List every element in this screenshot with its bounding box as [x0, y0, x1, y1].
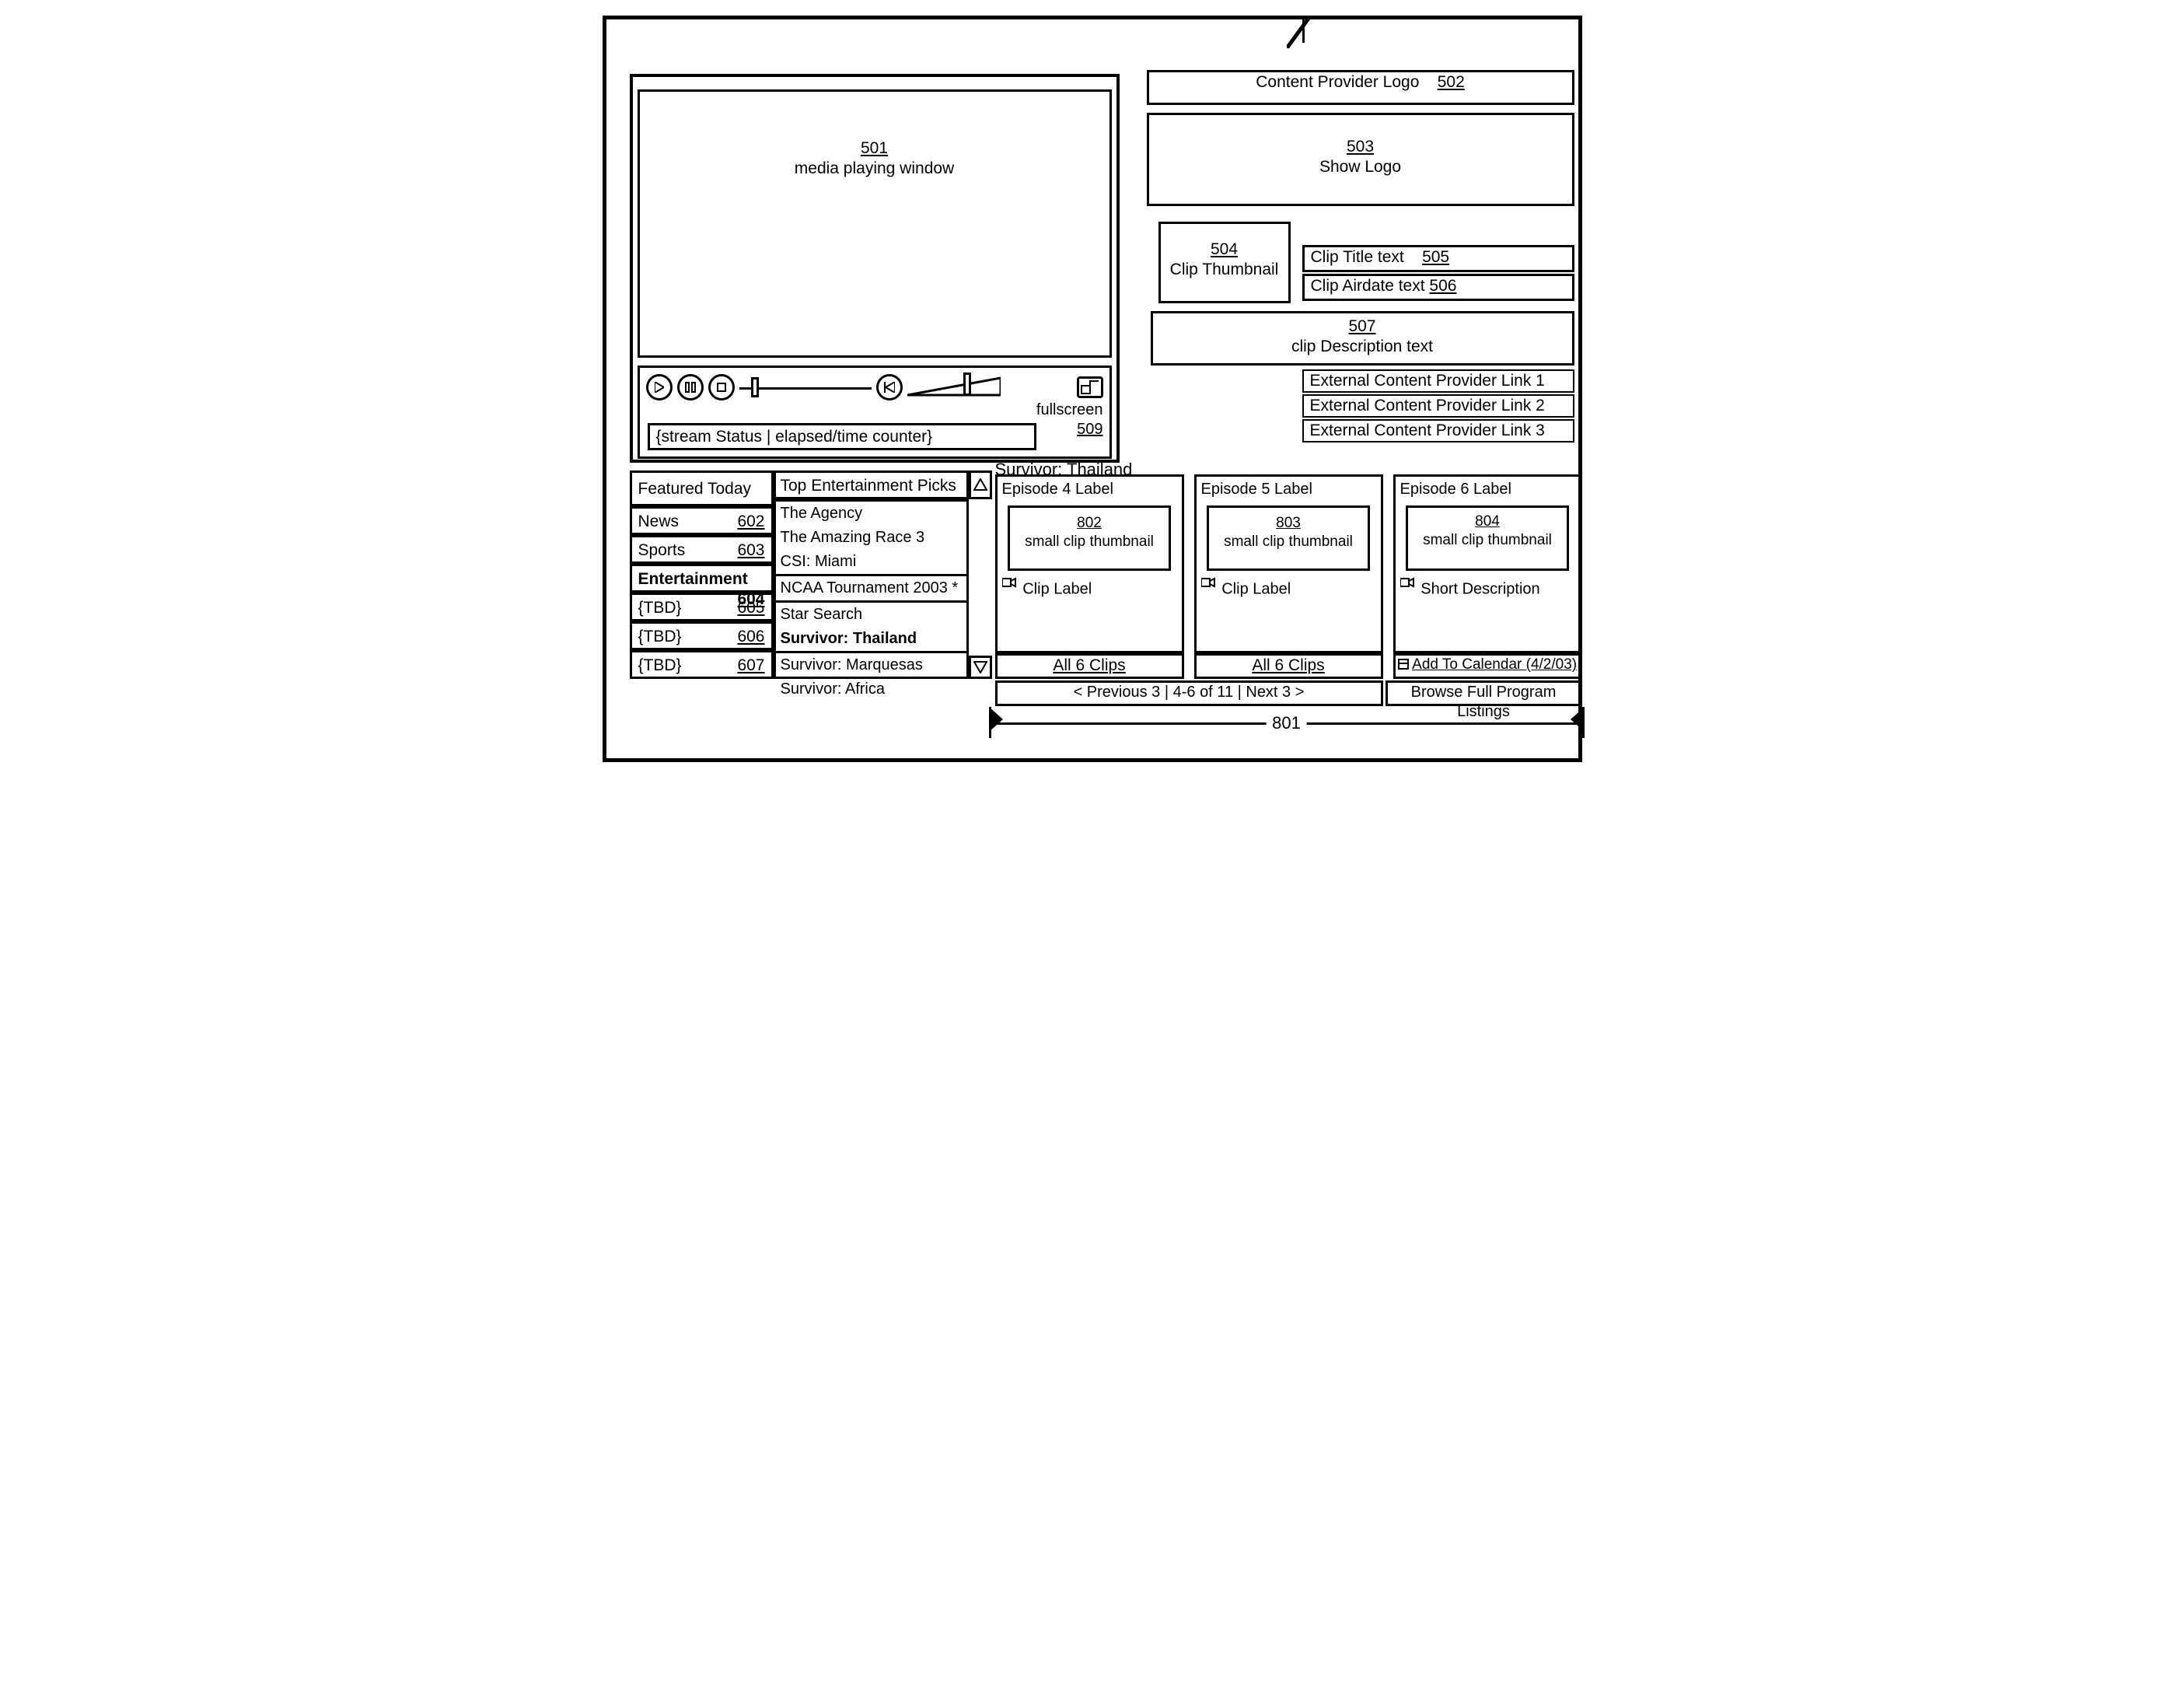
episode-card-4: Episode 4 Label 802 small clip thumbnail…: [995, 474, 1184, 653]
external-link-3[interactable]: External Content Provider Link 3: [1302, 419, 1574, 442]
volume-handle[interactable]: [963, 373, 971, 396]
camera-icon: [1002, 576, 1020, 591]
category-tbd-3[interactable]: {TBD} 607: [630, 650, 774, 679]
category-news[interactable]: News 602: [630, 506, 774, 535]
picks-header: Top Entertainment Picks: [774, 470, 969, 499]
add-to-calendar-link[interactable]: Add To Calendar (4/2/03): [1393, 653, 1582, 679]
picks-item[interactable]: Survivor: Africa: [776, 677, 966, 701]
short-description[interactable]: Short Description: [1400, 575, 1575, 600]
clip-label[interactable]: Clip Label: [1002, 575, 1177, 600]
episode-thumb: 804 small clip thumbnail: [1406, 505, 1569, 571]
stream-status: {stream Status | elapsed/time counter}: [648, 423, 1036, 450]
fullscreen-label: fullscreen 509: [1036, 401, 1103, 439]
episode-title: Episode 6 Label: [1400, 480, 1575, 499]
control-row: [640, 368, 1109, 401]
picks-item[interactable]: CSI: Miami: [776, 550, 966, 574]
play-icon[interactable]: [646, 374, 673, 401]
pager[interactable]: < Previous 3 | 4-6 of 11 | Next 3 >: [995, 680, 1383, 706]
episode-title: Episode 4 Label: [1002, 480, 1177, 499]
media-ref: 501: [861, 139, 888, 157]
seek-bar[interactable]: [739, 376, 872, 399]
camera-icon: [1201, 576, 1219, 591]
camera-icon: [1400, 576, 1418, 591]
external-link-2[interactable]: External Content Provider Link 2: [1302, 394, 1574, 418]
episode-card-6: Episode 6 Label 804 small clip thumbnail…: [1393, 474, 1582, 653]
category-sports[interactable]: Sports 603: [630, 535, 774, 564]
calendar-icon: [1398, 656, 1412, 673]
all-clips-link[interactable]: All 6 Clips: [1194, 653, 1383, 679]
show-logo: 503 Show Logo: [1147, 113, 1574, 206]
category-tbd-1[interactable]: {TBD} 605: [630, 593, 774, 621]
media-label: media playing window: [795, 159, 954, 177]
external-link-1[interactable]: External Content Provider Link 1: [1302, 369, 1574, 393]
caliper-label: 801: [1266, 713, 1307, 733]
clip-airdate: Clip Airdate text 506: [1302, 274, 1574, 301]
fullscreen-icon[interactable]: [1077, 376, 1103, 398]
clip-description: 507 clip Description text: [1151, 311, 1574, 366]
episode-thumb: 803 small clip thumbnail: [1207, 505, 1370, 571]
picks-item[interactable]: NCAA Tournament 2003 *: [776, 574, 966, 603]
scroll-up-icon[interactable]: [969, 470, 992, 499]
clip-title: Clip Title text 505: [1302, 245, 1574, 272]
category-header: Featured Today: [630, 470, 774, 506]
browse-full-listings[interactable]: Browse Full Program Listings: [1386, 680, 1582, 706]
scroll-down-icon[interactable]: [969, 656, 992, 679]
tab-slant: [1287, 16, 1310, 48]
category-entertainment[interactable]: Entertainment 604: [630, 564, 774, 593]
caliper-801: 801: [991, 704, 1582, 743]
tab-notch: [1302, 19, 1586, 43]
episode-thumb: 802 small clip thumbnail: [1008, 505, 1171, 571]
picks-item[interactable]: Star Search: [776, 603, 966, 627]
pause-icon[interactable]: [677, 374, 704, 401]
category-tbd-2[interactable]: {TBD} 606: [630, 621, 774, 650]
figure-frame: 501 media playing window: [603, 16, 1582, 762]
media-controls: {stream Status | elapsed/time counter} f…: [638, 366, 1112, 459]
picks-item[interactable]: Survivor: Marquesas: [776, 653, 966, 677]
picks-item[interactable]: The Amazing Race 3: [776, 526, 966, 550]
stop-icon[interactable]: [708, 374, 735, 401]
picks-item-selected[interactable]: Survivor: Thailand: [776, 627, 966, 653]
picks-list: The Agency The Amazing Race 3 CSI: Miami…: [774, 499, 969, 679]
episode-card-5: Episode 5 Label 803 small clip thumbnail…: [1194, 474, 1383, 653]
seek-handle[interactable]: [751, 377, 759, 397]
episode-title: Episode 5 Label: [1201, 480, 1376, 499]
media-video-area: 501 media playing window: [638, 89, 1112, 358]
all-clips-link[interactable]: All 6 Clips: [995, 653, 1184, 679]
volume-slider[interactable]: [907, 376, 1001, 399]
rewind-icon[interactable]: [876, 374, 903, 401]
clip-thumbnail: 504 Clip Thumbnail: [1158, 222, 1291, 303]
clip-label[interactable]: Clip Label: [1201, 575, 1376, 600]
picks-item[interactable]: The Agency: [776, 502, 966, 526]
content-provider-logo: Content Provider Logo 502: [1147, 70, 1574, 105]
